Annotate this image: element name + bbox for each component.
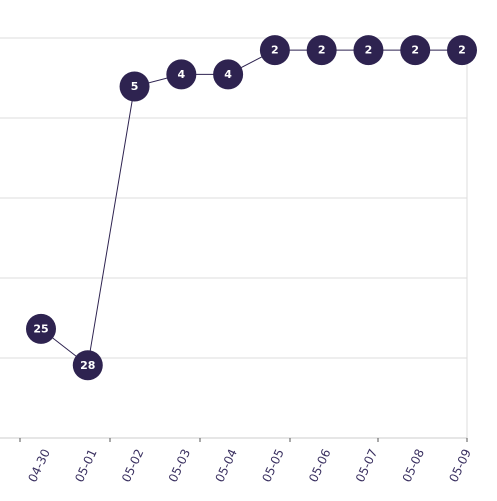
point [26,313,56,344]
point-label: 2 [365,44,373,57]
point [447,35,477,66]
point-label: 4 [178,68,186,81]
x-tick-label: 05-05 [259,447,286,485]
x-tick-label: 05-02 [119,447,146,485]
point-label: 4 [224,68,232,81]
point-label: 2 [458,44,466,57]
point-label: 2 [271,44,279,57]
x-tick-label: 05-04 [213,447,240,485]
point [353,35,384,66]
point [213,59,244,90]
x-tick-label: 05-08 [400,447,427,485]
point [72,350,103,381]
point [306,35,337,66]
x-tick-label: 05-09 [446,447,473,485]
point-label: 2 [318,44,326,57]
x-tick-label: 05-01 [72,447,99,485]
x-tick-label: 05-07 [353,447,380,485]
x-tick-label: 04-30 [25,447,52,485]
point [259,35,290,66]
point-label: 2 [411,44,419,57]
point-label: 25 [33,322,48,335]
series-line [40,49,462,367]
point [400,35,431,66]
point-label: 5 [131,80,139,93]
point [166,59,197,90]
point [119,71,150,102]
x-tick-label: 05-06 [306,447,333,485]
point-label: 28 [80,359,95,372]
x-tick-label: 05-03 [166,447,193,485]
